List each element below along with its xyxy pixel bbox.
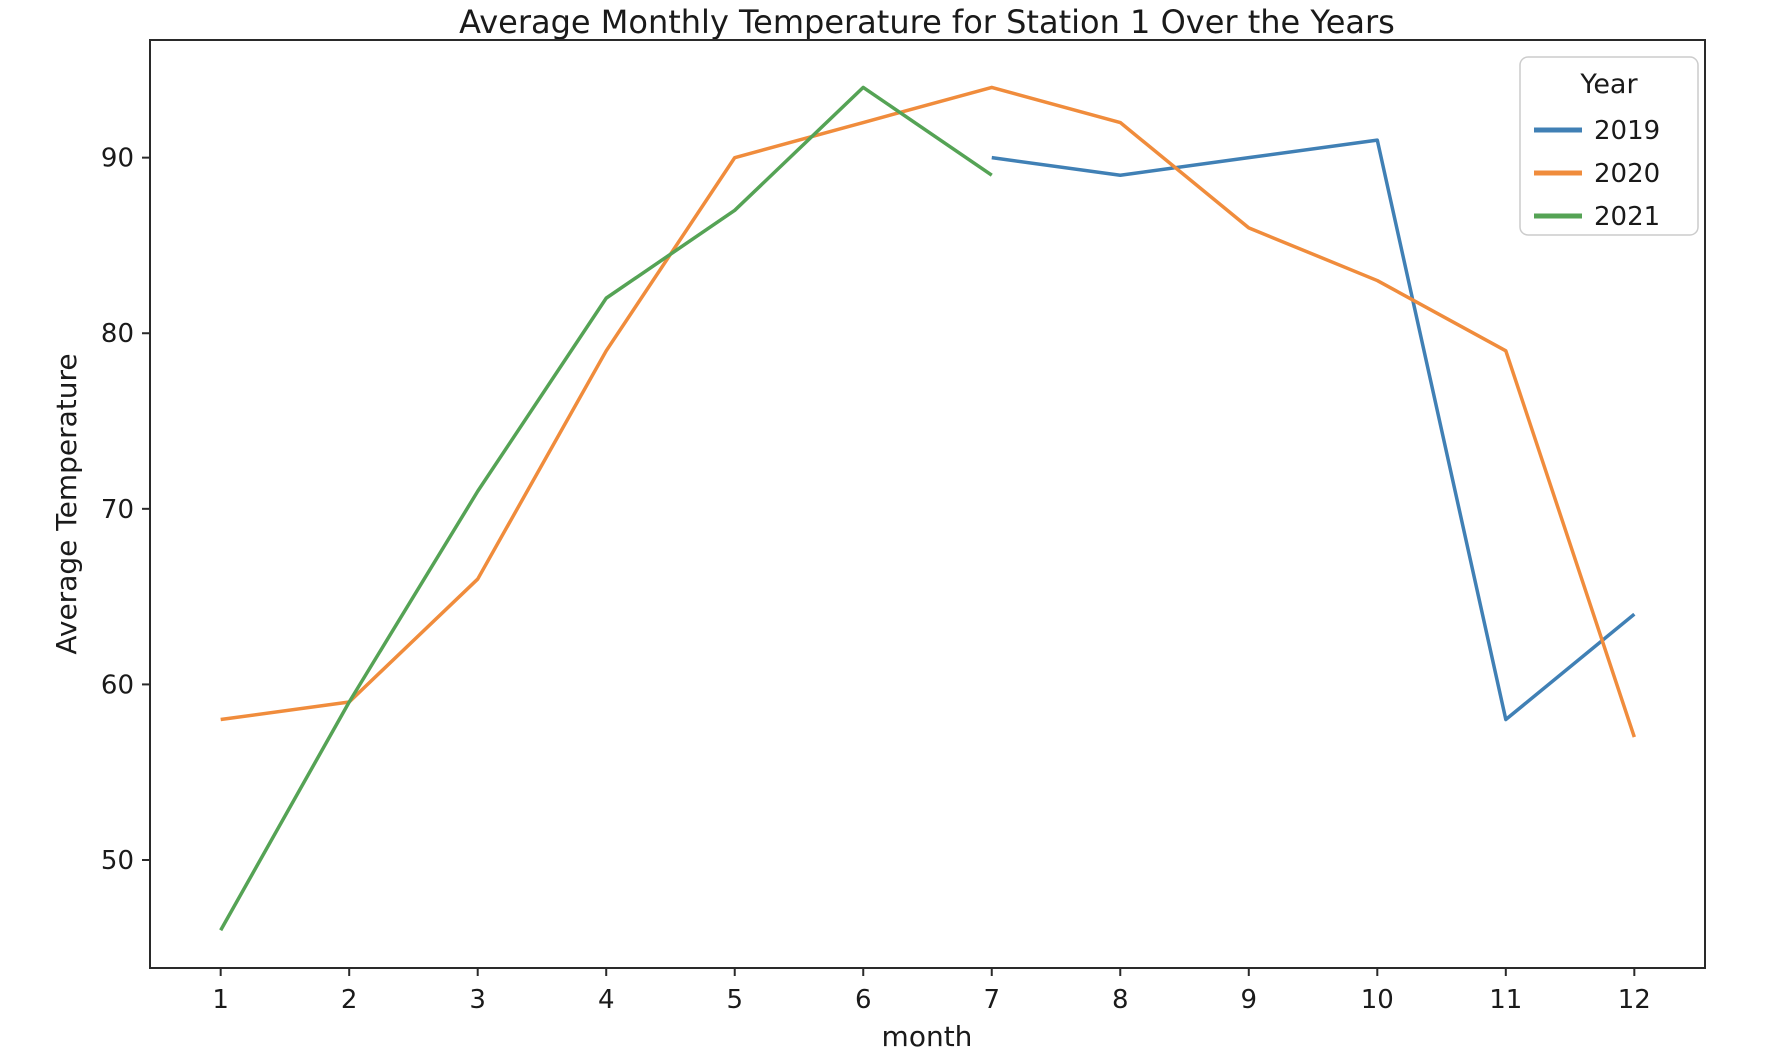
x-tick-label-1: 1 xyxy=(212,985,229,1015)
x-axis-label: month xyxy=(882,1020,973,1053)
x-tick-label-10: 10 xyxy=(1361,985,1394,1015)
series-lines xyxy=(219,85,1636,932)
legend-box xyxy=(1519,56,1699,236)
x-tick-label-7: 7 xyxy=(983,985,1000,1015)
x-tick-label-5: 5 xyxy=(726,985,743,1015)
legend-entry-2019: 2019 xyxy=(1594,116,1660,146)
legend-entry-2021: 2021 xyxy=(1594,202,1660,232)
x-tick-label-6: 6 xyxy=(855,985,872,1015)
y-tick-label-60: 60 xyxy=(101,670,134,700)
x-tick-label-2: 2 xyxy=(341,985,358,1015)
x-axis-ticks: 1 2 3 4 5 6 7 8 9 10 11 12 xyxy=(212,968,1651,1015)
y-axis-label: Average Temperature xyxy=(50,353,83,654)
y-axis-ticks: 50 60 70 80 90 xyxy=(101,144,150,876)
y-tick-label-70: 70 xyxy=(101,495,134,525)
x-tick-label-4: 4 xyxy=(598,985,615,1015)
x-tick-label-9: 9 xyxy=(1241,985,1258,1015)
legend: Year 2019 2020 2021 xyxy=(1519,56,1699,236)
series-line-2019 xyxy=(991,138,1636,722)
x-tick-label-11: 11 xyxy=(1489,985,1522,1015)
x-tick-label-8: 8 xyxy=(1112,985,1129,1015)
y-tick-label-90: 90 xyxy=(101,144,134,174)
x-tick-label-12: 12 xyxy=(1618,985,1651,1015)
legend-title: Year xyxy=(1579,69,1638,100)
chart-title: Average Monthly Temperature for Station … xyxy=(459,3,1395,41)
y-tick-label-50: 50 xyxy=(101,846,134,876)
series-line-2020 xyxy=(220,85,1636,738)
x-tick-label-3: 3 xyxy=(469,985,486,1015)
series-line-2021 xyxy=(219,85,993,932)
legend-entry-2020: 2020 xyxy=(1594,159,1660,189)
y-tick-label-80: 80 xyxy=(101,319,134,349)
plot-area-border xyxy=(149,39,1706,969)
